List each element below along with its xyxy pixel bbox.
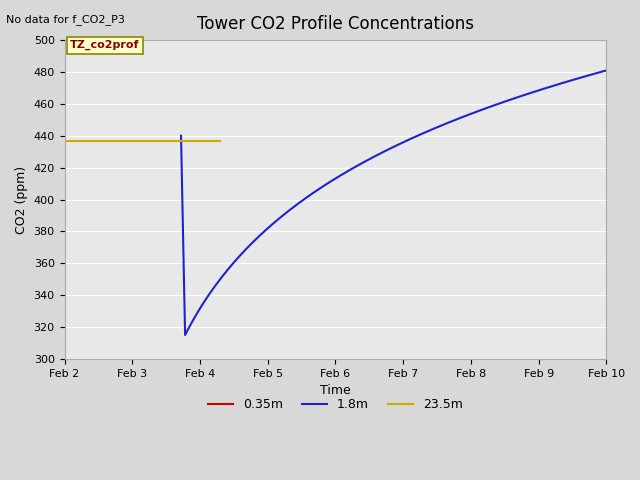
- 23.5m: [61, 138, 68, 144]
- Line: 1.8m: 1.8m: [181, 71, 607, 335]
- 1.8m: [435, 123, 443, 129]
- Text: TZ_co2prof: TZ_co2prof: [70, 40, 140, 50]
- Y-axis label: CO2 (ppm): CO2 (ppm): [15, 166, 28, 234]
- Title: Tower CO2 Profile Concentrations: Tower CO2 Profile Concentrations: [197, 15, 474, 33]
- 1.8m: [603, 68, 611, 73]
- 1.8m: [388, 144, 396, 150]
- 1.8m: [531, 89, 538, 95]
- Legend: 0.35m, 1.8m, 23.5m: 0.35m, 1.8m, 23.5m: [204, 394, 468, 417]
- 1.8m: [177, 133, 185, 139]
- 1.8m: [401, 138, 409, 144]
- Text: No data for f_CO2_P3: No data for f_CO2_P3: [6, 14, 125, 25]
- 23.5m: [216, 138, 224, 144]
- 1.8m: [287, 206, 295, 212]
- 1.8m: [594, 70, 602, 76]
- X-axis label: Time: Time: [320, 384, 351, 397]
- 1.8m: [181, 332, 189, 338]
